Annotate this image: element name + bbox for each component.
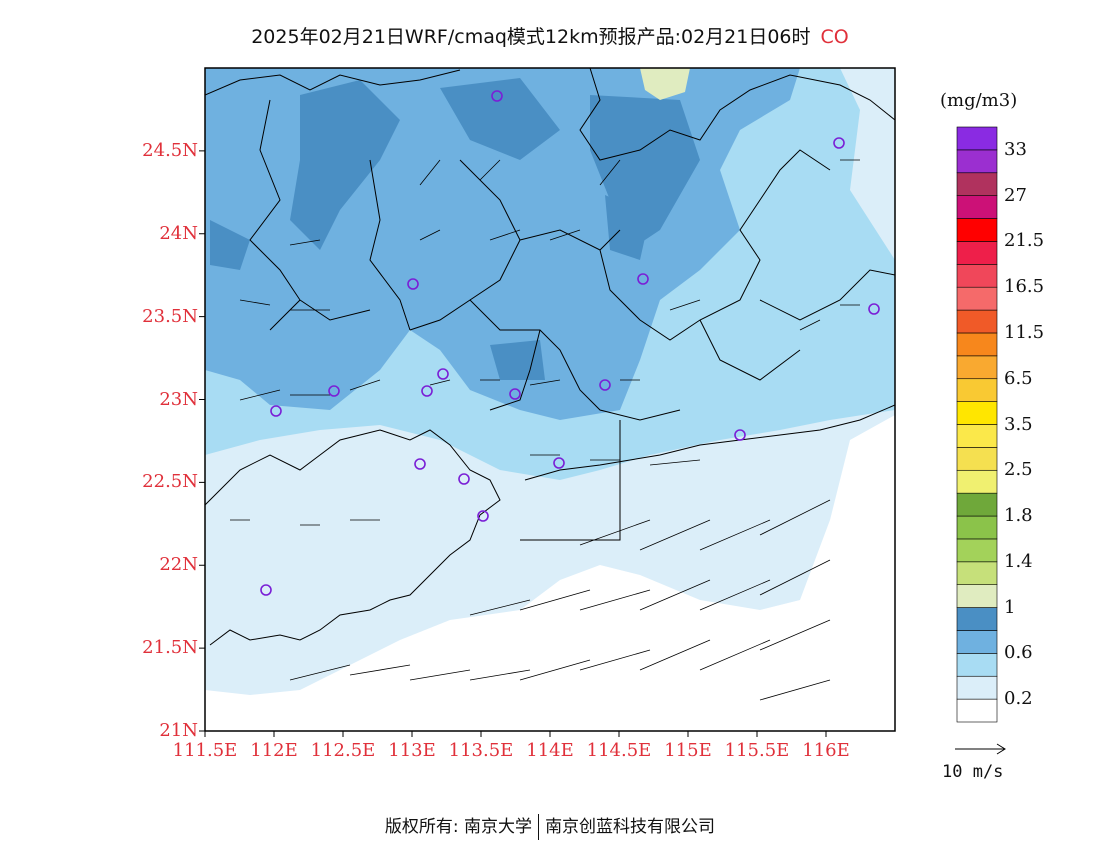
- vector-key-label: 10 m/s: [942, 762, 1004, 782]
- coastline: [205, 429, 501, 646]
- colorbar: [956, 126, 998, 723]
- colorbar-segment: [956, 515, 998, 540]
- y-tick-label: 24.5N: [142, 139, 198, 161]
- x-tick-label: 112E: [250, 740, 298, 761]
- colorbar-label: 1.4: [1004, 550, 1033, 572]
- colorbar-segment: [956, 195, 998, 219]
- y-tick-label: 22.5N: [142, 471, 198, 493]
- footer-right: 南京创蓝科技有限公司: [545, 817, 716, 837]
- station-marker: [868, 303, 880, 315]
- colorbar-label: 3.5: [1004, 413, 1033, 435]
- colorbar-label: 27: [1004, 184, 1027, 206]
- x-tick-label: 114E: [526, 740, 574, 761]
- title-variable: CO: [820, 26, 849, 48]
- colorbar-segment: [956, 378, 998, 402]
- station-marker: [421, 385, 433, 397]
- colorbar-segment: [956, 561, 998, 585]
- colorbar-segment: [956, 469, 998, 494]
- colorbar-segment: [956, 653, 998, 677]
- concentration-field: [205, 68, 895, 731]
- coastline-east: [524, 404, 895, 481]
- x-tick-label: 113.5E: [448, 740, 514, 761]
- station-marker: [407, 278, 419, 290]
- colorbar-label: 21.5: [1004, 230, 1045, 252]
- colorbar-segment: [956, 355, 998, 380]
- x-tick-label: 116E: [802, 740, 850, 761]
- x-tick-label: 115.5E: [724, 740, 790, 761]
- station-marker: [833, 137, 845, 149]
- colorbar-segment: [956, 607, 998, 631]
- title-main: 2025年02月21日WRF/cmaq模式12km预报产品:02月21日06时: [251, 26, 811, 48]
- x-tick-label: 113E: [388, 740, 436, 761]
- station-marker: [491, 90, 503, 102]
- station-marker: [270, 405, 282, 417]
- colorbar-segment: [956, 492, 998, 517]
- colorbar-segment: [956, 424, 998, 448]
- colorbar-segment: [956, 218, 998, 242]
- colorbar-segment: [956, 584, 998, 608]
- y-tick-label: 24N: [159, 222, 198, 244]
- colorbar-label: 1.8: [1004, 505, 1033, 527]
- city-boundaries: [249, 99, 895, 541]
- province-boundary: [205, 68, 895, 161]
- colorbar-label: 2.5: [1004, 459, 1033, 481]
- boundaries: [205, 68, 895, 646]
- vector-key-arrow: [955, 743, 1006, 755]
- colorbar-segment: [956, 309, 998, 334]
- footer-separator: [538, 814, 540, 840]
- colorbar-label: 11.5: [1004, 321, 1045, 343]
- y-tick-label: 23.5N: [142, 305, 198, 327]
- colorbar-segment: [956, 149, 998, 174]
- station-marker: [637, 273, 649, 285]
- field-band-level-5: [640, 68, 690, 100]
- map-title: 2025年02月21日WRF/cmaq模式12km预报产品:02月21日06时 C…: [0, 22, 1100, 49]
- colorbar-segment: [956, 264, 998, 288]
- axis-ticks: [199, 150, 827, 737]
- colorbar-segment: [956, 332, 998, 357]
- footer: 版权所有: 南京大学 南京创蓝科技有限公司: [0, 812, 1100, 840]
- colorbar-segment: [956, 538, 998, 563]
- station-marker: [734, 429, 746, 441]
- colorbar-label: 1: [1004, 596, 1016, 618]
- colorbar-segment: [956, 172, 998, 196]
- station-marker: [553, 457, 565, 469]
- station-marker: [260, 584, 272, 596]
- station-marker: [437, 368, 449, 380]
- x-tick-label: 111.5E: [172, 740, 238, 761]
- field-band-level-4: [210, 78, 700, 380]
- station-marker: [477, 510, 489, 522]
- colorbar-segment: [956, 675, 998, 700]
- station-markers: [260, 90, 880, 596]
- colorbar-label: 16.5: [1004, 276, 1045, 298]
- station-marker: [599, 379, 611, 391]
- x-tick-label: 114.5E: [586, 740, 652, 761]
- y-tick-label: 22N: [159, 554, 198, 576]
- colorbar-label: 0.6: [1004, 642, 1033, 664]
- colorbar-segment: [956, 286, 998, 311]
- colorbar-segment: [956, 698, 998, 723]
- colorbar-unit: (mg/m3): [940, 90, 1018, 111]
- y-tick-label: 21.5N: [142, 637, 198, 659]
- x-tick-label: 115E: [664, 740, 712, 761]
- x-tick-label: 112.5E: [310, 740, 376, 761]
- colorbar-segment: [956, 447, 998, 471]
- station-marker: [509, 388, 521, 400]
- colorbar-segment: [956, 401, 998, 425]
- colorbar-segment: [956, 241, 998, 265]
- colorbar-label: 33: [1004, 138, 1027, 160]
- wind-vectors: [230, 159, 860, 701]
- colorbar-label: 6.5: [1004, 367, 1033, 389]
- station-marker: [458, 473, 470, 485]
- station-marker: [414, 458, 426, 470]
- colorbar-segment: [956, 630, 998, 654]
- station-marker: [328, 385, 340, 397]
- colorbar-label: 0.2: [1004, 688, 1033, 710]
- y-tick-label: 23N: [159, 388, 198, 410]
- colorbar-segment: [956, 126, 998, 151]
- footer-left: 版权所有: 南京大学: [384, 817, 533, 837]
- y-tick-label: 21N: [159, 720, 198, 741]
